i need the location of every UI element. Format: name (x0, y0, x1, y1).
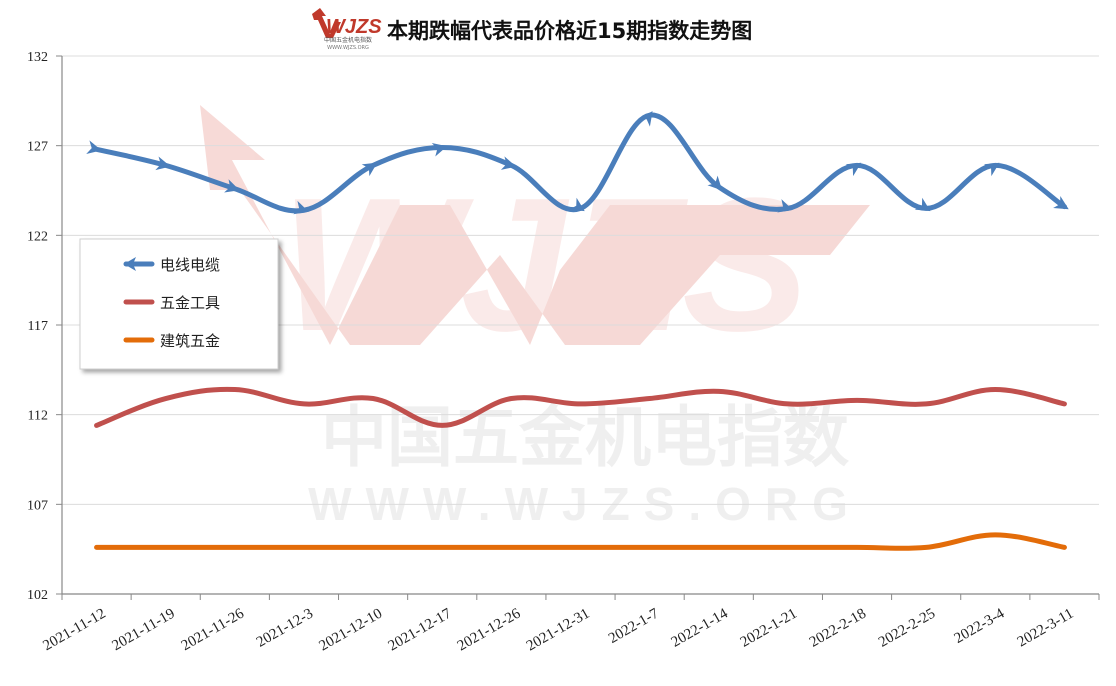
watermark: WJZS 中国五金机电指数 WWW.WJZS.ORG (200, 105, 870, 530)
x-tick-label: 2021-12-26 (455, 605, 524, 654)
legend-item: 建筑五金 (123, 332, 220, 350)
legend-arrow-icon (124, 257, 136, 271)
x-tick-label: 2022-2-25 (876, 606, 938, 651)
logo-arrow-icon (312, 8, 341, 38)
data-point (500, 156, 517, 170)
axes (56, 55, 1100, 600)
data-point (638, 111, 653, 127)
logo-url: WWW.WJZS.ORG (327, 45, 369, 51)
x-tick-label: 2022-1-21 (738, 606, 800, 651)
x-tick-label: 2021-11-19 (110, 606, 178, 655)
y-tick-label: 112 (28, 409, 48, 424)
series-line (94, 532, 1067, 551)
data-point (361, 162, 378, 177)
y-tick-label: 122 (27, 229, 48, 244)
data-point (569, 197, 585, 212)
legend-item: 五金工具 (123, 294, 220, 312)
x-tick-label: 2021-11-26 (179, 605, 248, 654)
y-tick-labels: 102 107 112 117 122 127 132 (27, 50, 48, 603)
data-point (983, 162, 1000, 177)
grid (62, 55, 1099, 505)
data-point (845, 162, 862, 177)
x-tick-label: 2021-11-12 (40, 606, 108, 655)
x-tick-label: 2021-12-3 (254, 606, 316, 651)
watermark-arrow-shape (200, 105, 870, 345)
series-line (94, 112, 1067, 214)
x-tick-label: 2022-3-4 (952, 605, 1008, 647)
legend-label: 电线电缆 (160, 256, 220, 274)
data-point (293, 200, 309, 215)
data-point (155, 156, 171, 171)
series-layer (86, 111, 1069, 551)
data-point (224, 179, 240, 193)
data-point (777, 199, 793, 213)
data-point (431, 142, 448, 157)
x-tick-label: 2022-3-11 (1015, 606, 1077, 651)
y-tick-label: 127 (27, 140, 48, 155)
x-tick-labels: 2021-11-12 2021-11-19 2021-11-26 2021-12-3 2… (40, 605, 1076, 654)
data-point (86, 140, 102, 155)
wjzs-logo: WJZS 中国五金机电指数 WWW.WJZS.ORG (312, 8, 382, 51)
header: WJZS 中国五金机电指数 WWW.WJZS.ORG 本期跌幅代表品价格近15期… (312, 8, 752, 51)
series-3 (94, 532, 1067, 551)
data-point (914, 197, 931, 212)
logo-subtext: 中国五金机电指数 (324, 36, 372, 44)
logo-text: WJZS (326, 16, 382, 38)
data-point (1053, 196, 1069, 210)
x-tick-label: 2021-12-31 (524, 606, 593, 655)
x-tick-label: 2021-12-10 (316, 606, 385, 655)
x-tick-label: 2021-12-17 (386, 605, 455, 654)
y-tick-label: 107 (27, 498, 48, 513)
legend-box (79, 238, 279, 370)
series-2 (94, 386, 1067, 428)
legend-item: 电线电缆 (123, 256, 220, 274)
legend-label: 建筑五金 (160, 332, 220, 350)
y-tick-label: 117 (28, 319, 48, 334)
y-tick-label: 132 (27, 50, 48, 65)
data-point (707, 175, 723, 191)
x-tick-label: 2022-1-7 (606, 605, 662, 647)
x-tick-label: 2022-2-18 (807, 606, 869, 651)
chart-title: 本期跌幅代表品价格近15期指数走势图 (387, 19, 752, 43)
x-tick-label: 2022-1-14 (669, 605, 732, 650)
legend-label: 五金工具 (160, 294, 220, 312)
y-tick-label: 102 (27, 588, 48, 603)
series-1 (86, 111, 1069, 215)
